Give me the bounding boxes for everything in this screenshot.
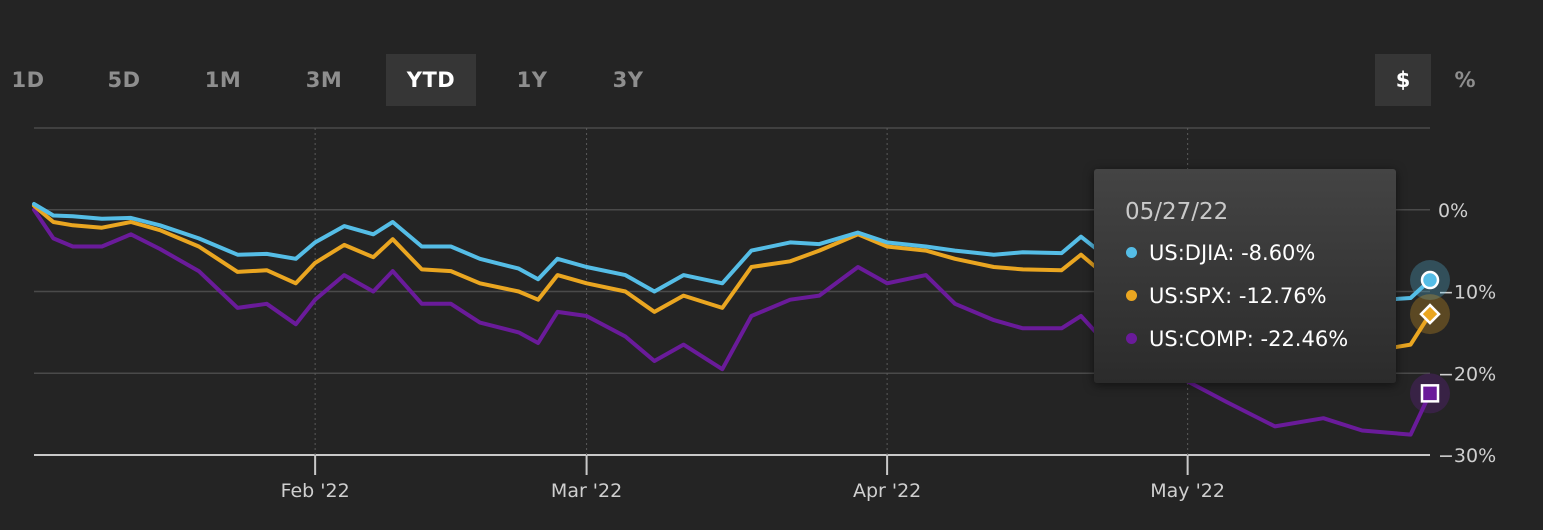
djia-dot-icon: [1126, 246, 1137, 258]
end-marker-usspx: [1419, 303, 1441, 325]
tooltip: 05/27/22 US:DJIA: -8.60% US:SPX: -12.76%…: [1094, 169, 1396, 383]
y-axis: 0% −10% −20% −30%: [1438, 200, 1496, 467]
x-axis: Feb '22 Mar '22 Apr '22 May '22: [281, 455, 1225, 502]
range-1y-button[interactable]: 1Y: [516, 68, 548, 92]
y-tick-label: 0%: [1438, 200, 1468, 222]
range-1d-button[interactable]: 1D: [11, 68, 45, 92]
range-1m-button[interactable]: 1M: [204, 68, 242, 92]
tooltip-row-comp: US:COMP: -22.46%: [1126, 327, 1348, 351]
spx-dot-icon: [1126, 289, 1137, 301]
tooltip-row-spx: US:SPX: -12.76%: [1126, 284, 1327, 308]
dollar-unit-button[interactable]: $: [1375, 54, 1431, 106]
y-tick-label: −30%: [1438, 445, 1496, 467]
x-tick-label: Mar '22: [551, 480, 622, 502]
x-tick-label: May '22: [1150, 480, 1225, 502]
end-markers: [1410, 260, 1450, 414]
percent-unit-button[interactable]: %: [1454, 68, 1476, 92]
y-tick-label: −20%: [1438, 363, 1496, 385]
tooltip-djia-label: US:DJIA: -8.60%: [1149, 241, 1316, 265]
comp-dot-icon: [1126, 332, 1137, 344]
range-ytd-button[interactable]: YTD: [386, 54, 476, 106]
tooltip-spx-label: US:SPX: -12.76%: [1149, 284, 1327, 308]
tooltip-date: 05/27/22: [1125, 199, 1229, 225]
range-selector: 1D 5D 1M 3M YTD 1Y 3Y: [0, 54, 700, 106]
range-5d-button[interactable]: 5D: [107, 68, 141, 92]
end-marker-usdjia: [1420, 270, 1440, 290]
end-marker-uscomp: [1420, 384, 1440, 403]
range-3y-button[interactable]: 3Y: [612, 68, 644, 92]
tooltip-row-djia: US:DJIA: -8.60%: [1126, 241, 1315, 265]
y-tick-label: −10%: [1438, 282, 1496, 304]
range-3m-button[interactable]: 3M: [305, 68, 343, 92]
tooltip-comp-label: US:COMP: -22.46%: [1149, 327, 1349, 351]
x-tick-label: Apr '22: [853, 480, 921, 502]
x-tick-label: Feb '22: [281, 480, 350, 502]
